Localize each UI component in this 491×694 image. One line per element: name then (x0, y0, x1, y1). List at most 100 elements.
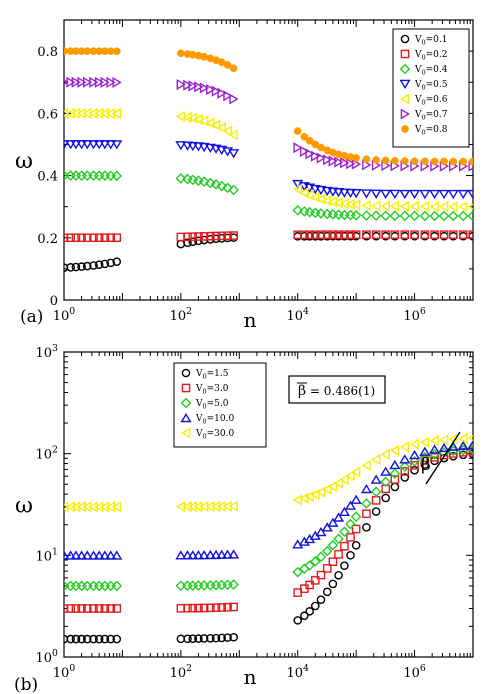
data-point (346, 158, 356, 170)
data-point (216, 579, 228, 591)
annotation-box: β = 0.486(1) (288, 375, 386, 404)
data-point (328, 230, 338, 239)
data-point (334, 230, 343, 239)
data-point (87, 140, 100, 150)
data-point (66, 634, 75, 644)
data-point (193, 501, 203, 513)
data-point (457, 210, 469, 222)
data-point (305, 580, 314, 590)
legend-label: V0=3.0 (195, 384, 229, 396)
x-tick-label: 100 (53, 663, 76, 681)
data-point (111, 140, 123, 150)
data-point (188, 634, 198, 643)
data-point (345, 470, 355, 482)
data-point (292, 183, 303, 195)
data-point (76, 580, 87, 592)
data-point (100, 76, 110, 88)
data-point (371, 496, 381, 505)
data-point (66, 263, 75, 272)
data-point (82, 261, 92, 271)
data-point (99, 550, 111, 560)
data-point (333, 477, 343, 489)
data-point (316, 486, 326, 498)
y-tick-label: 101 (36, 546, 59, 564)
annotation-frame (288, 375, 386, 404)
data-point (183, 79, 193, 91)
data-point (419, 200, 430, 213)
data-point (468, 447, 473, 456)
data-point (350, 511, 362, 523)
data-point (361, 199, 371, 211)
data-point (70, 550, 82, 560)
data-point (362, 155, 371, 164)
data-point (305, 230, 314, 240)
data-point (419, 210, 431, 222)
data-point (334, 156, 344, 168)
data-point (345, 209, 356, 221)
data-point (321, 545, 333, 557)
data-point (389, 444, 400, 456)
data-point (228, 149, 240, 159)
data-point (380, 200, 390, 212)
data-point (99, 170, 111, 182)
data-point (439, 434, 449, 446)
data-point (316, 193, 326, 205)
data-point (438, 210, 450, 222)
slope-line (425, 431, 461, 485)
data-point (199, 603, 209, 613)
data-point (112, 257, 122, 266)
data-point (361, 459, 371, 471)
legend-marker (181, 383, 191, 393)
data-point (327, 187, 339, 197)
data-point (183, 238, 192, 247)
data-point (183, 634, 192, 644)
data-point (65, 107, 75, 119)
data-point (183, 232, 192, 242)
data-point (316, 230, 326, 240)
data-point (399, 441, 410, 453)
data-point (81, 170, 93, 181)
data-point (223, 633, 232, 642)
data-point (292, 566, 304, 578)
data-point (409, 210, 420, 222)
series-0.5 (64, 140, 473, 200)
data-point (370, 210, 382, 221)
data-point (65, 501, 75, 513)
data-point (71, 262, 81, 272)
data-point (458, 447, 468, 457)
data-point (112, 634, 122, 644)
data-point (449, 157, 458, 166)
legend-label: V0=0.2 (414, 50, 448, 62)
data-point (315, 185, 327, 196)
data-point (211, 633, 221, 643)
data-point (350, 494, 362, 504)
data-point (381, 493, 390, 503)
data-point (106, 76, 116, 88)
data-point (292, 205, 304, 216)
data-point (440, 157, 448, 166)
data-point (70, 140, 82, 150)
data-point (228, 549, 240, 559)
data-point (334, 550, 343, 559)
data-point (93, 140, 105, 150)
data-point (447, 210, 459, 222)
legend-marker (400, 108, 410, 120)
data-point (175, 141, 187, 151)
x-tick-label: 100 (53, 306, 76, 324)
data-point (322, 230, 332, 240)
data-point (99, 580, 111, 592)
data-point (389, 459, 401, 470)
data-point (340, 157, 350, 169)
data-point (228, 129, 238, 141)
data-point (94, 107, 104, 119)
data-point (65, 140, 77, 150)
data-point (439, 201, 449, 213)
data-point (64, 550, 70, 560)
x-axis-label: n (244, 308, 257, 332)
data-point (222, 579, 233, 591)
data-point (327, 517, 339, 527)
data-point (175, 173, 187, 184)
legend-label: V0=0.6 (414, 95, 448, 107)
annotation-text: β = 0.486(1) (298, 383, 375, 399)
data-point (217, 87, 227, 99)
